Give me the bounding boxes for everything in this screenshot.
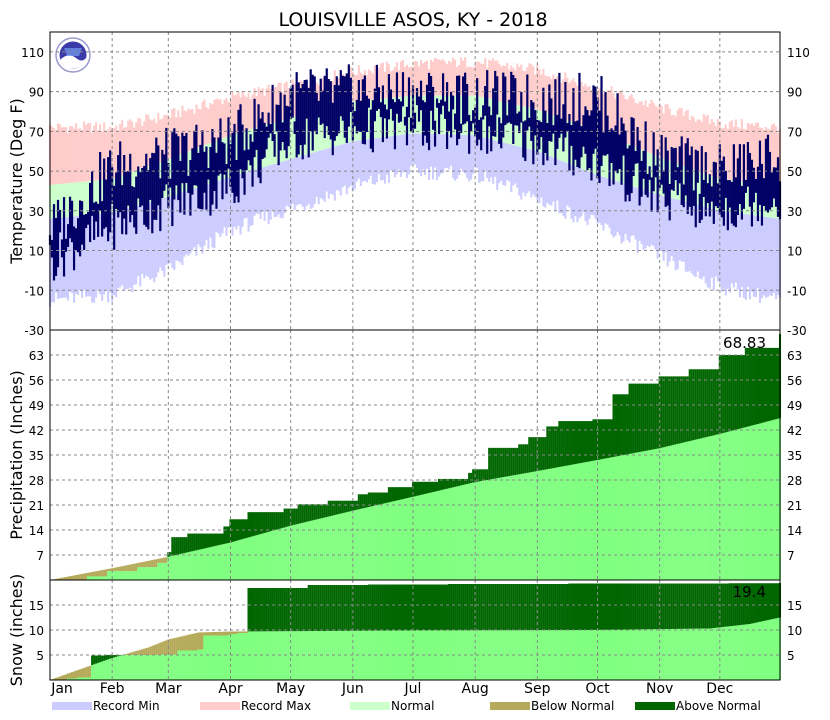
y-tick-label-left: 35 — [29, 449, 44, 463]
y-tick-label-left: 28 — [29, 474, 44, 488]
legend-swatch — [490, 702, 530, 710]
y-tick-label-left: 90 — [29, 86, 44, 100]
month-label: Jul — [404, 681, 422, 697]
y-tick-label-left: 49 — [29, 399, 44, 413]
y-tick-label-right: 56 — [787, 374, 802, 388]
y-tick-label-left: 10 — [29, 245, 44, 259]
y-tick-label-left: 56 — [29, 374, 44, 388]
legend-swatch — [200, 702, 240, 710]
y-axis-label: Snow (inches) — [7, 574, 26, 686]
y-tick-label-left: 110 — [21, 46, 44, 60]
legend: Record Min Record Max Normal Below Normal Ab… — [52, 699, 761, 713]
y-tick-label-left: -10 — [24, 284, 44, 298]
month-axis: Jan Feb Mar Apr May Jun Jul Aug Sep Oct Nov Dec — [50, 681, 733, 697]
y-tick-label-right: -10 — [787, 284, 807, 298]
month-label: Apr — [218, 681, 242, 697]
total-label: 68.83 — [723, 334, 766, 352]
legend-swatch — [350, 702, 390, 710]
month-label: Nov — [646, 681, 673, 697]
total-label: 19.4 — [733, 583, 766, 601]
y-tick-label-right: -30 — [787, 324, 807, 338]
month-label: Feb — [100, 681, 125, 697]
y-tick-label-left: 10 — [29, 624, 44, 638]
y-tick-label-left: 63 — [29, 349, 44, 363]
y-axis-label: Precipitation (Inches) — [7, 370, 26, 540]
y-tick-label-right: 70 — [787, 125, 802, 139]
y-tick-label-right: 49 — [787, 399, 802, 413]
legend-label: Above Normal — [676, 699, 761, 713]
month-label: Jun — [341, 681, 364, 697]
y-tick-label-right: 14 — [787, 524, 802, 538]
y-tick-label-left: 42 — [29, 424, 44, 438]
y-tick-label-left: 7 — [36, 549, 44, 563]
y-tick-label-left: -30 — [24, 324, 44, 338]
y-tick-label-right: 42 — [787, 424, 802, 438]
y-tick-label-right: 35 — [787, 449, 802, 463]
y-tick-label-left: 30 — [29, 205, 44, 219]
noaa-logo — [55, 37, 91, 73]
y-tick-label-right: 28 — [787, 474, 802, 488]
y-tick-label-right: 50 — [787, 165, 802, 179]
legend-label: Record Max — [241, 699, 311, 713]
legend-swatch — [52, 702, 92, 710]
month-label: Oct — [585, 681, 610, 697]
y-tick-label-left: 70 — [29, 125, 44, 139]
y-tick-label-right: 10 — [787, 245, 802, 259]
legend-label: Below Normal — [531, 699, 614, 713]
legend-label: Normal — [391, 699, 434, 713]
legend-label: Record Min — [93, 699, 160, 713]
y-tick-label-left: 15 — [29, 599, 44, 613]
month-label: Jan — [50, 681, 73, 697]
panel-frame — [49, 579, 781, 681]
y-tick-label-left: 50 — [29, 165, 44, 179]
y-tick-label-right: 110 — [787, 46, 810, 60]
legend-swatch — [635, 702, 675, 710]
y-tick-label-right: 10 — [787, 624, 802, 638]
y-tick-label-right: 21 — [787, 499, 802, 513]
month-label: May — [276, 681, 305, 697]
month-label: Aug — [461, 681, 488, 697]
month-label: Sep — [524, 681, 551, 697]
y-tick-label-left: 5 — [36, 649, 44, 663]
y-tick-label-left: 21 — [29, 499, 44, 513]
y-tick-label-right: 15 — [787, 599, 802, 613]
y-tick-label-right: 5 — [787, 649, 795, 663]
y-axis-label: Temperature (Deg F) — [7, 98, 26, 265]
month-label: Dec — [706, 681, 733, 697]
y-tick-label-left: 14 — [29, 524, 44, 538]
y-tick-label-right: 90 — [787, 86, 802, 100]
y-tick-label-right: 30 — [787, 205, 802, 219]
month-label: Mar — [155, 681, 182, 697]
y-tick-label-right: 7 — [787, 549, 795, 563]
temperature-panel: -30 -30 -10 -10 10 10 30 30 50 50 70 70 90 90 110 110 Te… — [7, 31, 810, 338]
chart-title: LOUISVILLE ASOS, KY - 2018 — [278, 9, 547, 31]
y-tick-label-right: 63 — [787, 349, 802, 363]
